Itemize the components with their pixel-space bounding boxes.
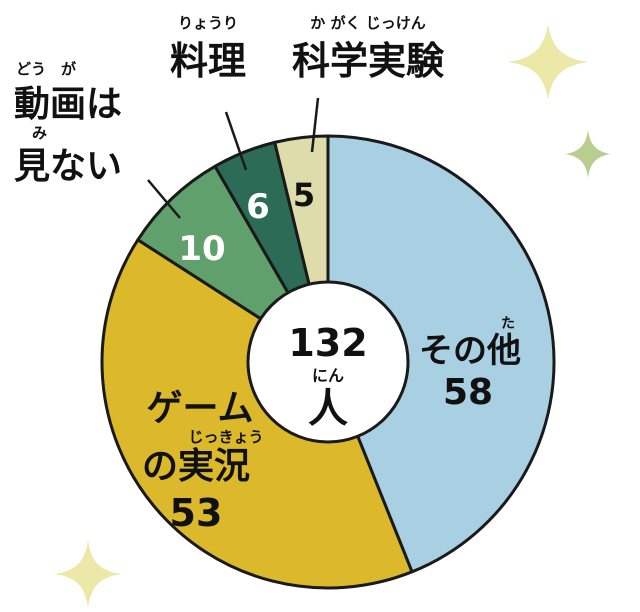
slice-game-jikkyou [100, 238, 414, 590]
value-game: 53 [170, 491, 223, 535]
label-ryouri-ruby: りょうり [178, 14, 238, 32]
sparkle-decoration-bottom-left [54, 540, 122, 608]
label-sonota-ruby: た [501, 316, 515, 332]
center-unit: 人 [308, 386, 348, 432]
label-kagaku-ruby: か がく じっけん [310, 14, 425, 32]
center-hole [246, 280, 410, 444]
label-dougami-line2: 見ない [14, 146, 122, 187]
slice-sonota [326, 134, 556, 574]
value-sonota: 58 [443, 372, 493, 413]
center-total: 132 [288, 321, 367, 365]
label-game-ruby: じっきょう [188, 428, 263, 446]
label-ryouri: 料理 [170, 39, 246, 83]
label-kagaku: 科学実験 [292, 39, 445, 83]
value-kagaku: 5 [293, 176, 315, 214]
center-unit-ruby: にん [312, 366, 344, 385]
label-game-line1: ゲーム [147, 388, 254, 429]
value-dougami: 10 [178, 229, 225, 269]
label-dougami-ruby1: どう が [16, 60, 77, 78]
value-ryouri: 6 [246, 187, 270, 227]
sparkle-decoration-right [566, 130, 610, 178]
leader-line-ryouri [224, 111, 248, 171]
leader-line-dougami [147, 179, 181, 219]
label-game-line2: の実況 [142, 446, 250, 487]
label-dougami-ruby2: み [32, 124, 47, 142]
label-sonota: その他 [419, 331, 521, 371]
sparkle-decoration-top-right [508, 24, 588, 100]
label-dougami-line1: 動画は [14, 84, 122, 125]
leader-line-kagaku [310, 97, 320, 153]
